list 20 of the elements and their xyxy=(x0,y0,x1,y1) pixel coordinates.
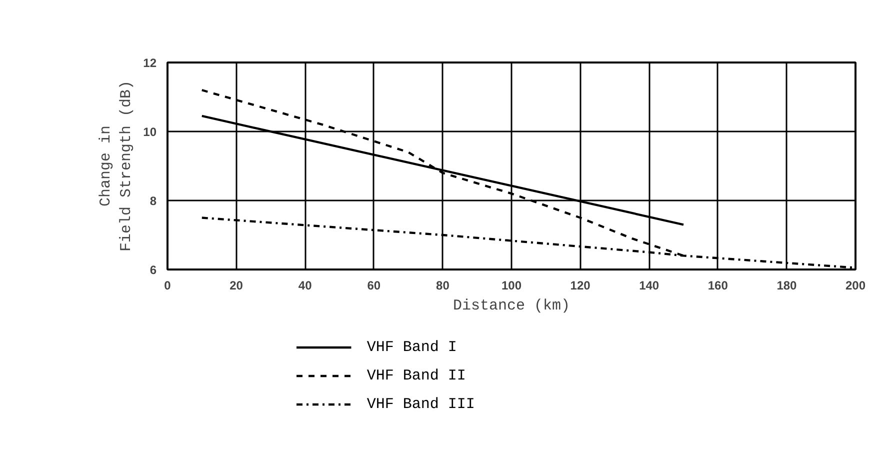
y-tick-label: 6 xyxy=(150,263,157,277)
x-tick-label: 100 xyxy=(501,278,522,292)
x-axis-title: Distance (km) xyxy=(452,298,570,314)
legend-label: VHF Band II xyxy=(366,368,466,384)
x-tick-label: 120 xyxy=(570,278,591,292)
x-tick-label: 140 xyxy=(639,278,660,292)
x-tick-label: 200 xyxy=(845,278,866,292)
x-tick-label: 180 xyxy=(776,278,798,292)
y-tick-label: 10 xyxy=(143,125,157,139)
x-tick-label: 40 xyxy=(298,278,312,292)
x-tick-label: 60 xyxy=(367,278,381,292)
y-axis-title: Change in Field Strength (dB) xyxy=(98,80,136,252)
legend-label: VHF Band III xyxy=(366,396,475,413)
y-tick-label: 8 xyxy=(150,194,157,208)
x-tick-label: 80 xyxy=(436,278,450,292)
x-tick-label: 20 xyxy=(230,278,244,292)
x-tick-label: 160 xyxy=(708,278,728,292)
legend-label: VHF Band I xyxy=(366,339,457,356)
x-tick-label: 0 xyxy=(164,278,172,292)
y-tick-label: 12 xyxy=(143,56,157,70)
